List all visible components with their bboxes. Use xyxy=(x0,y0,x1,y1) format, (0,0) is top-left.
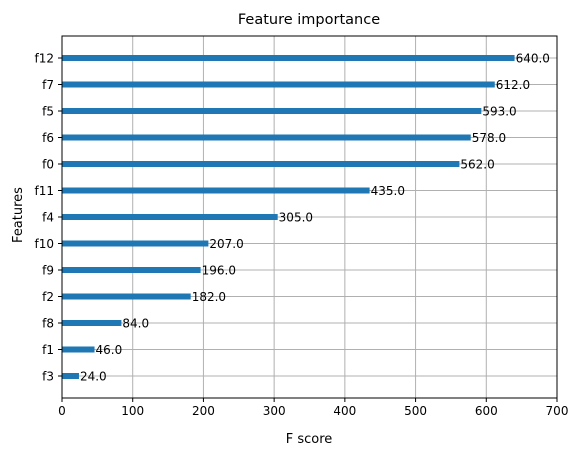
bar-f7 xyxy=(62,81,495,88)
bar-f10 xyxy=(62,240,209,247)
bar-f12 xyxy=(62,55,515,61)
ticks-layer: 0 100 200 300 400 500 600 700 f12 f7 f5 f6 f0 f11 f4 f1… xyxy=(35,52,569,419)
y-tick-label: f3 xyxy=(42,370,54,384)
data-label-f6: 578.0 xyxy=(472,131,506,145)
data-labels-layer: 640.0 612.0 593.0 578.0 562.0 435.0 305.0 207.0… xyxy=(80,52,550,384)
x-tick-label: 100 xyxy=(121,404,144,418)
data-label-f10: 207.0 xyxy=(209,237,243,251)
bar-f3 xyxy=(62,373,79,379)
x-tick-label: 400 xyxy=(333,404,356,418)
x-tick-label: 0 xyxy=(58,404,66,418)
y-tick-label: f4 xyxy=(42,211,54,225)
bar-f9 xyxy=(62,267,201,273)
data-label-f1: 46.0 xyxy=(96,343,123,357)
y-tick-label: f2 xyxy=(42,290,54,304)
bar-f8 xyxy=(62,320,122,326)
data-label-f9: 196.0 xyxy=(202,264,236,278)
bars-layer xyxy=(62,55,515,379)
x-axis-label: F score xyxy=(286,432,333,447)
x-tick-label: 700 xyxy=(546,404,569,418)
y-tick-label: f1 xyxy=(42,343,54,357)
bar-f5 xyxy=(62,108,482,114)
data-label-f7: 612.0 xyxy=(496,78,530,92)
data-label-f12: 640.0 xyxy=(516,52,550,66)
bar-f0 xyxy=(62,161,460,167)
bar-f1 xyxy=(62,346,95,353)
y-tick-label: f6 xyxy=(42,131,54,145)
y-tick-label: f10 xyxy=(35,237,55,251)
data-label-f5: 593.0 xyxy=(482,105,516,119)
y-tick-label: f9 xyxy=(42,264,54,278)
y-tick-label: f12 xyxy=(35,52,55,66)
data-label-f4: 305.0 xyxy=(279,211,313,225)
x-tick-label: 300 xyxy=(263,404,286,418)
data-label-f2: 182.0 xyxy=(192,290,226,304)
data-label-f0: 562.0 xyxy=(460,158,494,172)
data-label-f3: 24.0 xyxy=(80,370,107,384)
y-axis-label: Features xyxy=(11,187,26,243)
y-tick-label: f11 xyxy=(35,184,55,198)
bar-f6 xyxy=(62,134,471,141)
y-tick-label: f0 xyxy=(42,158,54,172)
data-label-f8: 84.0 xyxy=(122,317,149,331)
y-tick-label: f5 xyxy=(42,105,54,119)
x-tick-label: 600 xyxy=(475,404,498,418)
bar-f11 xyxy=(62,187,370,194)
bar-f4 xyxy=(62,214,278,220)
chart-title: Feature importance xyxy=(238,12,380,28)
bar-f2 xyxy=(62,293,191,300)
y-tick-label: f7 xyxy=(42,78,54,92)
x-tick-label: 200 xyxy=(192,404,215,418)
x-tick-label: 500 xyxy=(404,404,427,418)
y-tick-label: f8 xyxy=(42,317,54,331)
data-label-f11: 435.0 xyxy=(371,184,405,198)
